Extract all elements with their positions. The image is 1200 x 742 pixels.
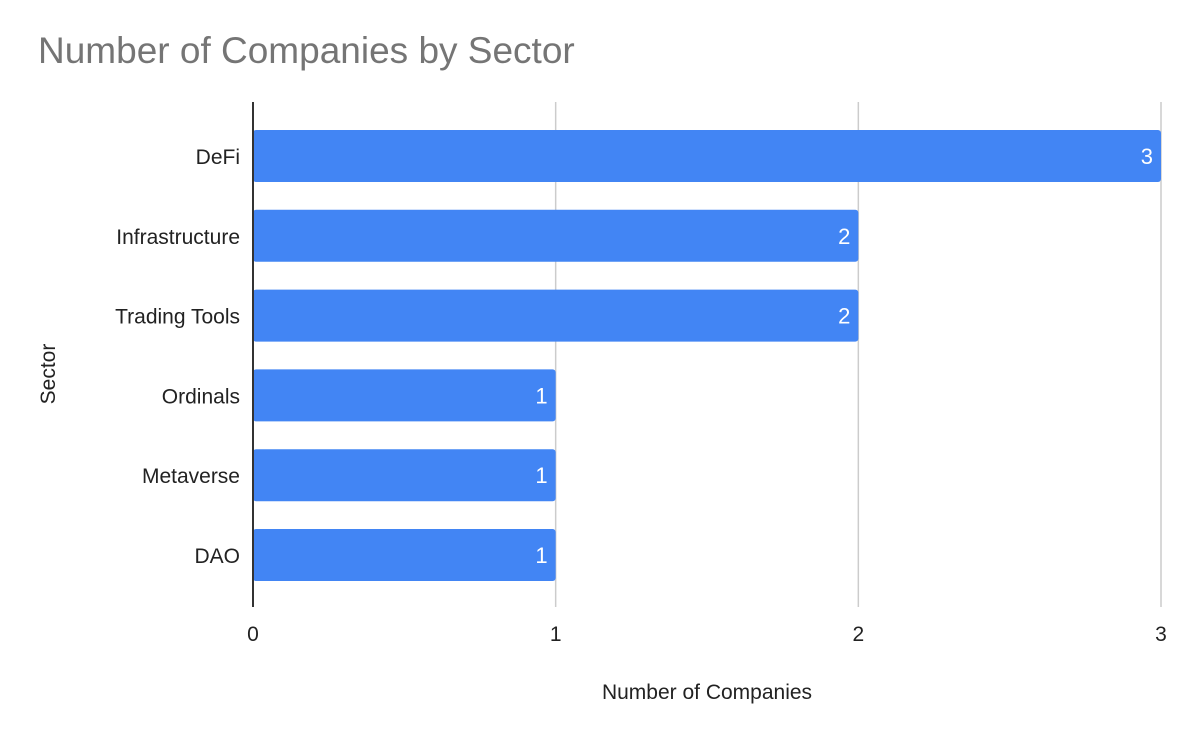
bar-dao [253, 529, 556, 581]
x-tick-labels: 0 1 2 3 [247, 623, 1167, 646]
bar-metaverse [253, 449, 556, 502]
category-labels: DeFi Infrastructure Trading Tools Ordinals M… [115, 146, 240, 568]
data-label: 2 [838, 304, 850, 329]
data-label: 1 [535, 383, 547, 408]
bar-defi [253, 130, 1161, 182]
data-label: 3 [1141, 144, 1153, 169]
chart-title: Number of Companies by Sector [38, 30, 575, 71]
x-tick-label: 0 [247, 623, 259, 646]
bar-ordinals [253, 369, 556, 422]
gridlines [554, 102, 1162, 607]
x-tick-label: 3 [1155, 623, 1167, 646]
x-axis-title: Number of Companies [602, 681, 812, 704]
category-label: DeFi [196, 146, 240, 169]
category-label: Ordinals [162, 385, 240, 408]
bars: 3 2 2 1 1 1 [253, 130, 1161, 581]
bar-infrastructure [253, 209, 859, 262]
category-label: Metaverse [142, 465, 240, 488]
data-label: 1 [535, 543, 547, 568]
y-axis-title: Sector [37, 344, 60, 405]
bar-trading-tools [253, 289, 859, 342]
data-label: 1 [535, 463, 547, 488]
category-label: DAO [194, 545, 240, 568]
x-tick-label: 1 [550, 623, 562, 646]
category-label: Trading Tools [115, 306, 240, 329]
x-tick-label: 2 [852, 623, 864, 646]
data-label: 2 [838, 224, 850, 249]
category-label: Infrastructure [116, 226, 240, 249]
